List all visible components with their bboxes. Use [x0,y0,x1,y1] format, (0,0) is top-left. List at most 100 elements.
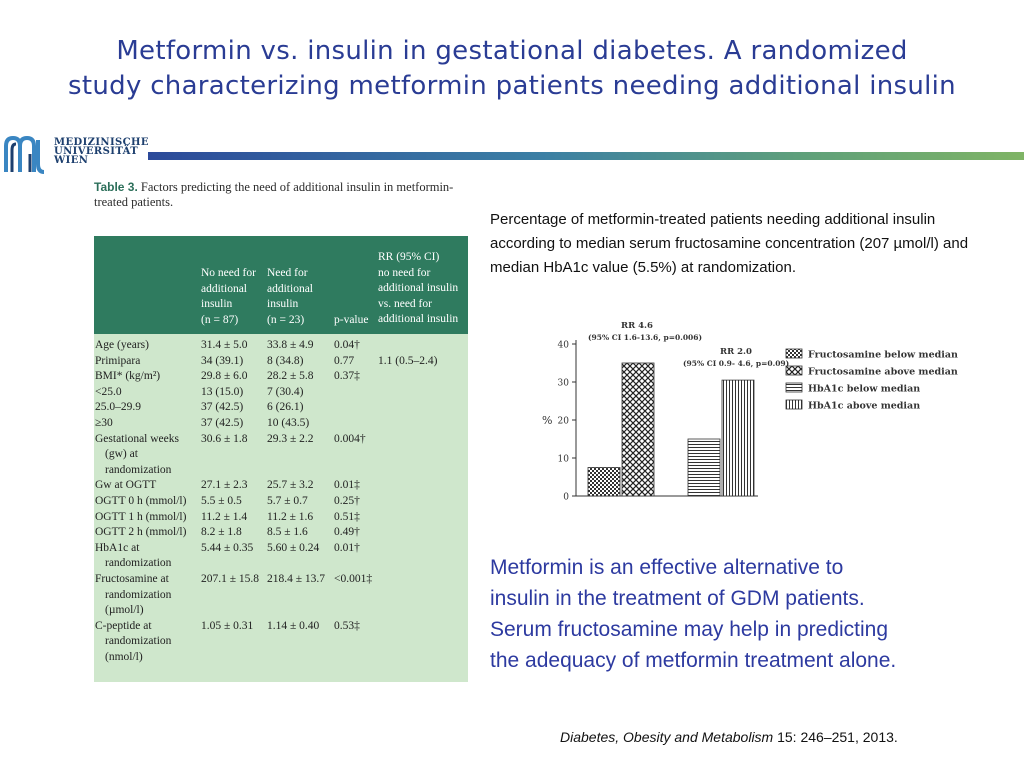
y-tick-label: 40 [558,341,570,351]
conclusion-line-3: Serum fructosamine may help in predictin… [490,618,889,641]
header-need-line: insulin [267,298,299,310]
conclusion-line-4: the adequacy of metformin treatment alon… [490,649,897,672]
row-p-value: 0.004† [334,432,366,445]
row-label-line: Fructosamine at [95,573,169,585]
row-no-need-value: 207.1 ± 15.8 [201,573,260,585]
row-label-line: Age (years) [95,339,149,351]
factors-table: No need for additional insulin (n = 87) … [94,236,468,682]
rr-annotation-ci: (95% CI 1.6-13.6, p=0.006) [588,333,702,342]
row-label-line: 25.0–29.9 [95,401,141,414]
row-label: OGTT 2 h (mmol/l) [95,525,186,541]
logo-wordmark: MEDIZINISCHE UNIVERSITÄT WIEN [54,137,149,166]
header-rr-line: vs. need for [378,297,432,310]
row-label-line: (gw) at [105,448,138,461]
row-p-value: 0.01‡ [334,479,360,492]
row-label: Gestational weeks (gw) at randomization [95,432,179,479]
logo-line-1: MEDIZINISCHE [54,137,149,148]
mu-logo-icon [3,135,45,174]
row-p-value: 0.77 [334,354,355,367]
citation-journal: Diabetes, Obesity and Metabolism [560,729,774,745]
table-caption-label: Table 3. [94,180,138,194]
legend-label: HbA1c below median [808,384,920,395]
row-label-line: OGTT 2 h (mmol/l) [95,526,187,539]
citation-details: 15: 246–251, 2013. [773,729,898,745]
row-no-need-value: 5.44 ± 0.35 [201,541,254,554]
row-label: ≥30 [95,416,113,432]
row-need-value: 8 (34.8) [267,354,304,367]
header-need: Need for additional insulin (n = 23) [267,266,313,328]
row-no-need-value: 5.5 ± 0.5 [201,495,242,507]
row-label: Age (years) [95,338,149,354]
bar-horizontal [687,438,721,497]
row-need-value: 7 (30.4) [267,385,304,398]
header-rr: RR (95% CI) no need for additional insul… [378,250,458,328]
row-label-line: HbA1c at [95,541,140,554]
row-p-value: 0.01† [334,541,360,554]
row-no-need-value: 27.1 ± 2.3 [201,479,248,492]
y-tick-label: 0 [563,493,569,503]
row-need-value: 5.7 ± 0.7 [267,495,308,507]
row-label-line: C-peptide at [95,619,152,632]
y-tick-label: 10 [558,455,570,465]
y-tick-label: 30 [558,379,570,389]
row-no-need-value: 31.4 ± 5.0 [201,339,248,351]
row-label-line: OGTT 1 h (mmol/l) [95,510,187,523]
conclusion-text: Metformin is an effective alternative to… [490,552,1010,676]
row-label: Fructosamine at randomization (µmol/l) [95,572,171,619]
legend-swatch [785,382,803,393]
bar-chart: 0 10 20 30 40% RR 4.6 (95% CI 1.6-13.6, p=0.00… [542,321,958,503]
slide-title: Metformin vs. insulin in gestational dia… [0,34,1024,104]
bar-dots [587,467,621,497]
row-label: C-peptide at randomization (nmol/l) [95,619,171,666]
header-no-need-line: (n = 87) [201,313,239,326]
header-no-need-line: insulin [201,298,233,310]
row-label-line: randomization [105,588,172,601]
table-caption-text: Factors predicting the need of additiona… [94,180,454,209]
y-tick-label: 20 [558,417,570,427]
row-need-value: 10 (43.5) [267,417,310,429]
row-label: HbA1c at randomization [95,541,171,572]
table-header: No need for additional insulin (n = 87) … [94,236,468,334]
bar-crosshatch [621,362,655,497]
header-rr-line: RR (95% CI) [378,251,440,263]
bar-vertical [721,379,755,497]
row-no-need-value: 34 (39.1) [201,354,244,367]
row-p-value: 0.37‡ [334,370,360,383]
header-rr-line: additional insulin [378,282,459,294]
row-label-line: randomization [105,463,172,476]
row-no-need-value: 13 (15.0) [201,385,244,398]
row-need-value: 33.8 ± 4.9 [267,339,314,351]
row-no-need-value: 29.8 ± 6.0 [201,370,248,383]
row-p-value: 0.53‡ [334,619,360,632]
row-label-line: randomization [105,557,172,570]
row-no-need-value: 37 (42.5) [201,417,244,429]
row-label: <25.0 [95,385,122,401]
row-need-value: 5.60 ± 0.24 [267,541,320,554]
row-no-need-value: 1.05 ± 0.31 [201,619,254,632]
logo-line-3: WIEN [54,155,89,166]
slide-title-line-1: Metformin vs. insulin in gestational dia… [116,36,908,66]
row-label-line: (nmol/l) [105,650,143,663]
legend-swatch [785,399,803,410]
row-label-line: Gw at OGTT [95,479,157,492]
row-p-value: 0.49† [334,526,360,539]
row-no-need-value: 30.6 ± 1.8 [201,432,248,445]
header-need-line: additional [267,282,313,295]
row-label-line: OGTT 0 h (mmol/l) [95,495,187,507]
conclusion-line-1: Metformin is an effective alternative to [490,556,844,579]
university-logo: MEDIZINISCHE UNIVERSITÄT WIEN [2,132,152,178]
header-no-need-line: additional [201,282,247,295]
row-no-need-value: 11.2 ± 1.4 [201,510,248,523]
citation: Diabetes, Obesity and Metabolism 15: 246… [560,729,990,745]
row-need-value: 218.4 ± 13.7 [267,573,326,585]
row-label-line: BMI* (kg/m²) [95,370,161,383]
rr-annotation-title: RR 4.6 [621,321,653,331]
rr-annotation-ci: (95% CI 0.9- 4.6, p=0.09) [683,359,789,368]
row-label: BMI* (kg/m²) [95,369,160,385]
logo-line-2: UNIVERSITÄT [54,146,139,157]
rr-annotation-title: RR 2.0 [720,347,752,357]
row-label-line: Primipara [95,354,141,367]
row-p-value: 0.04† [334,339,360,351]
slide-title-line-2: study characterizing metformin patients … [68,71,956,101]
header-rr-line: no need for [378,266,431,279]
